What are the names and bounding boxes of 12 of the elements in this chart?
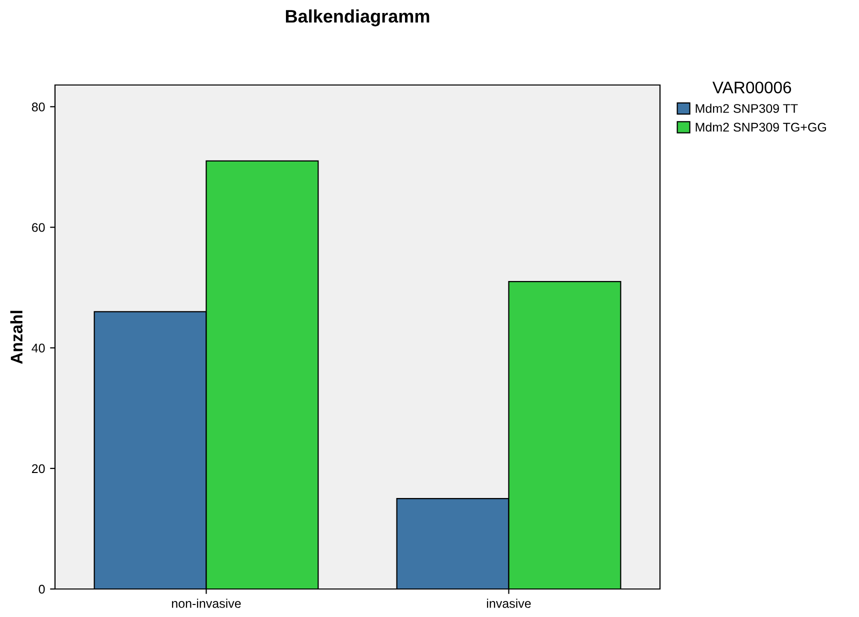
legend-label: Mdm2 SNP309 TT (696, 104, 798, 113)
x-tick-label: invasive (487, 598, 531, 608)
y-axis-title: Anzahl (10, 310, 23, 364)
legend-label: Mdm2 SNP309 TG+GG (696, 122, 826, 132)
legend-title: VAR00006 (712, 82, 792, 94)
y-tick-label: 0 (38, 584, 45, 594)
y-tick-label: 80 (32, 102, 45, 112)
y-tick-label: 40 (32, 344, 45, 353)
chart-title: Balkendiagramm (286, 9, 430, 26)
y-tick-label: 20 (32, 464, 45, 474)
x-tick-label: non-invasive (172, 598, 241, 608)
y-tick-label: 60 (32, 223, 45, 232)
